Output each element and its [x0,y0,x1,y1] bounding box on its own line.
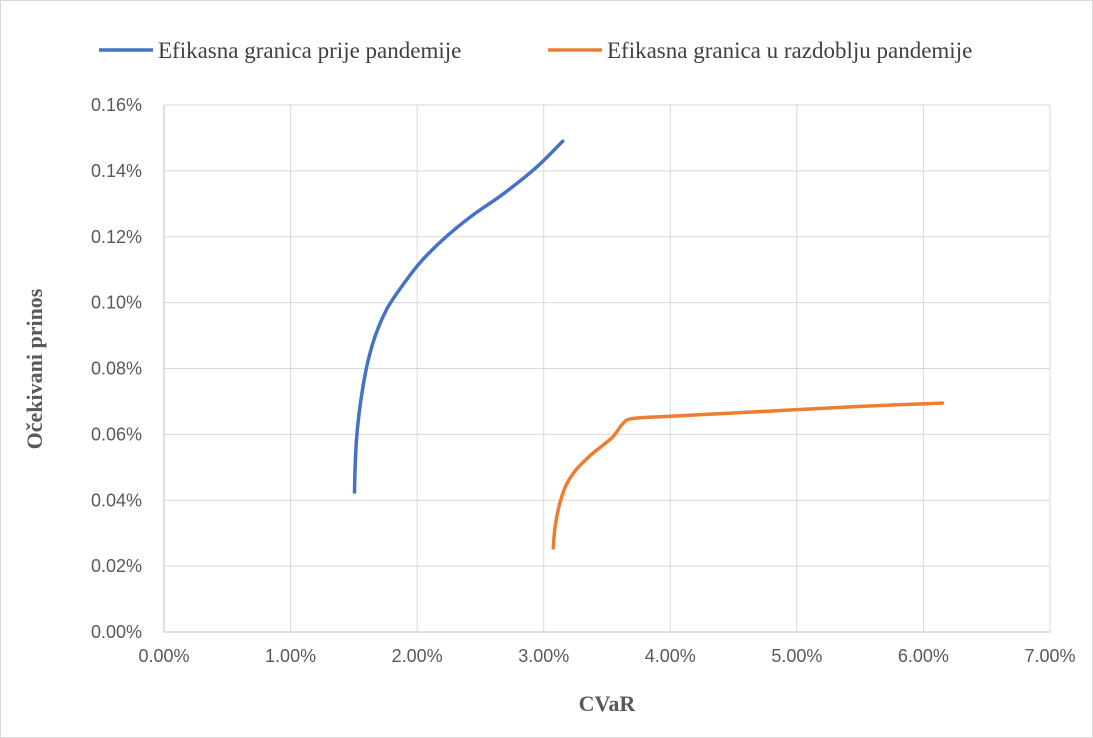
legend-label-prije: Efikasna granica prije pandemije [158,38,461,63]
y-tick-label: 0.02% [91,556,142,576]
y-tick-label: 0.10% [91,293,142,313]
series-lines [352,139,945,550]
legend-label-pandemije: Efikasna granica u razdoblju pandemije [607,38,972,63]
x-tick-label: 5.00% [771,646,822,666]
x-tick-label: 2.00% [392,646,443,666]
y-tick-label: 0.16% [91,95,142,115]
y-tick-label: 0.08% [91,359,142,379]
x-tick-label: 4.00% [645,646,696,666]
y-tick-label: 0.14% [91,161,142,181]
y-axis-title: Očekivani prinos [22,288,47,449]
y-tick-label: 0.00% [91,622,142,642]
x-axis-title: CVaR [579,691,637,716]
x-tick-label: 0.00% [138,646,189,666]
x-tick-label: 1.00% [265,646,316,666]
y-tick-label: 0.12% [91,227,142,247]
tick-labels: 0.00% 1.00% 2.00% 3.00% 4.00% 5.00% 6.00% 7.00%… [91,95,1076,666]
series-line-1 [551,401,945,550]
legend: Efikasna granica prije pandemije Efikasn… [99,38,972,63]
y-tick-label: 0.06% [91,424,142,444]
y-tick-label: 0.04% [91,490,142,510]
x-tick-label: 3.00% [518,646,569,666]
x-tick-label: 6.00% [898,646,949,666]
x-tick-label: 7.00% [1024,646,1075,666]
grid [163,104,1051,633]
series-line-0 [352,139,565,494]
